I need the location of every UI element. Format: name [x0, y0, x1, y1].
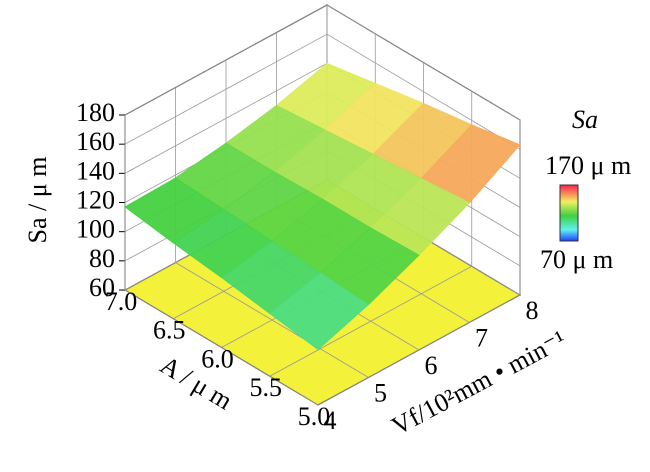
z-tick-label: 120	[76, 185, 115, 214]
y-tick-label: 5	[374, 378, 387, 407]
grid-line	[124, 115, 319, 406]
colorbar-min-label: 70 μ m	[540, 245, 613, 274]
y-tick-label: 6	[425, 351, 438, 380]
x-tick-label: 7.0	[105, 287, 138, 316]
colorbar-title: Sa	[572, 105, 598, 134]
z-tick-label: 180	[76, 98, 115, 127]
y-tick-label: 8	[526, 296, 539, 325]
y-tick-label: 4	[324, 406, 337, 435]
z-tick-label: 140	[76, 156, 115, 185]
x-tick-label: 5.0	[298, 402, 331, 431]
colorbar-max-label: 170 μ m	[545, 151, 631, 180]
z-tick-label: 160	[76, 127, 115, 156]
surface-patch	[269, 272, 370, 351]
z-tick-label: 100	[76, 215, 115, 244]
y-tick-label: 7	[475, 323, 488, 352]
z-tick-label: 60	[89, 273, 115, 302]
colorbar	[559, 184, 579, 242]
z-axis-title: Sa / μ m	[23, 157, 52, 244]
x-tick-label: 6.5	[153, 316, 186, 345]
z-tick-label: 80	[89, 244, 115, 273]
x-tick-label: 6.0	[201, 344, 234, 373]
surface	[124, 62, 521, 351]
x-tick-label: 5.5	[250, 373, 283, 402]
